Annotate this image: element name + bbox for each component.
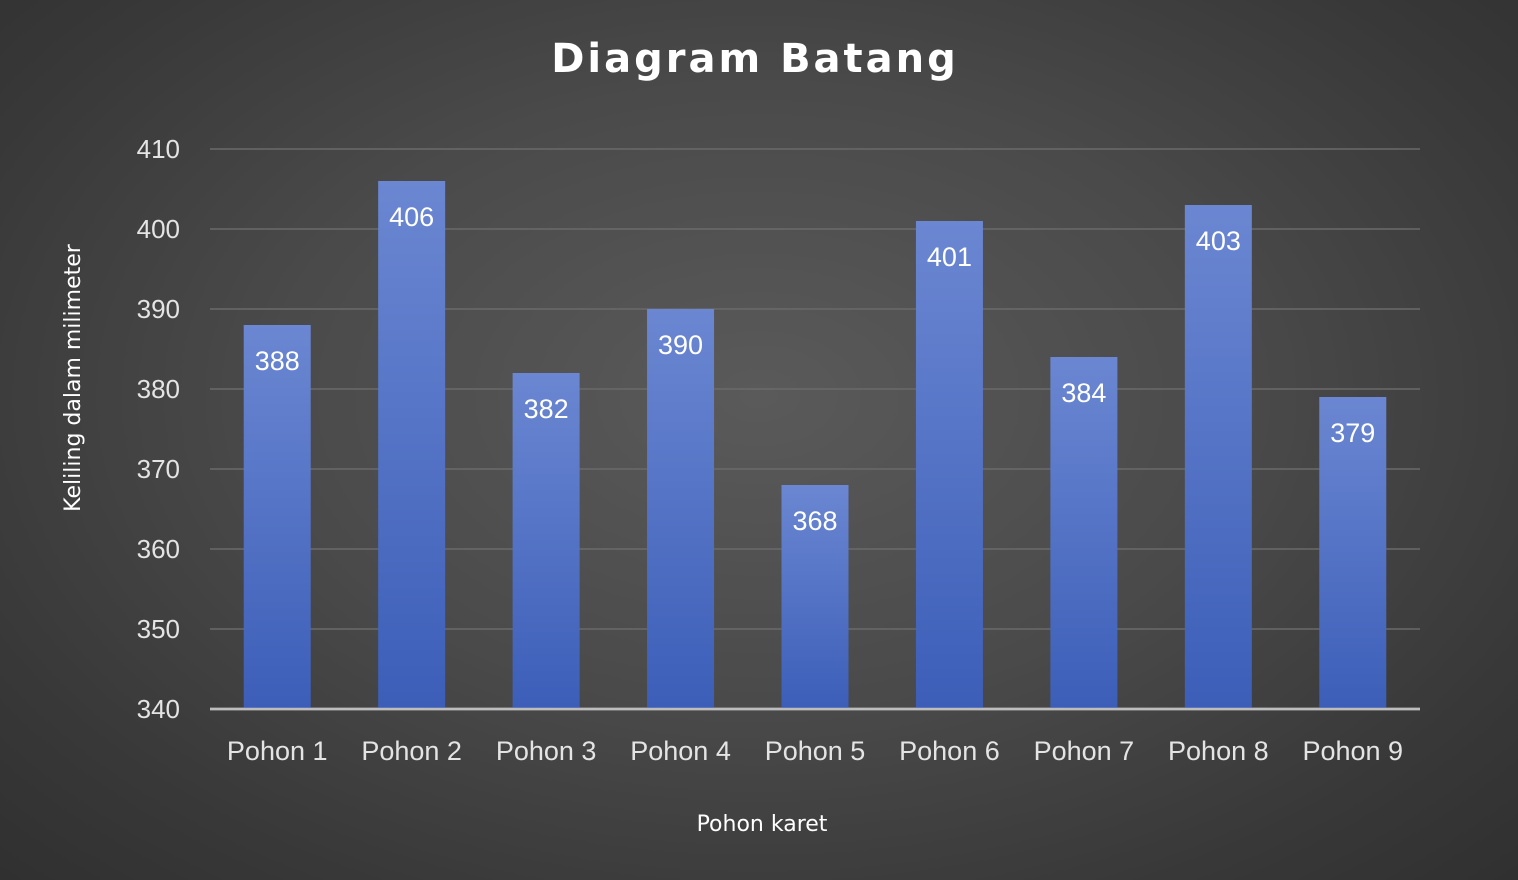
bar-value-label: 382 bbox=[524, 394, 569, 424]
y-tick-label: 380 bbox=[137, 374, 180, 404]
x-tick-label: Pohon 3 bbox=[496, 736, 597, 766]
chart-title: Diagram Batang bbox=[551, 36, 959, 82]
y-tick-label: 350 bbox=[137, 614, 180, 644]
x-tick-label: Pohon 8 bbox=[1168, 736, 1269, 766]
y-tick-label: 410 bbox=[137, 134, 180, 164]
bar bbox=[1319, 397, 1387, 709]
bar-value-label: 384 bbox=[1061, 378, 1106, 408]
x-axis-title: Pohon karet bbox=[697, 812, 828, 837]
data-labels: 388 406 382 390 368 401 384 403 379 bbox=[210, 202, 1420, 711]
x-tick-label: Pohon 1 bbox=[227, 736, 328, 766]
bar bbox=[781, 485, 849, 709]
bar bbox=[1050, 357, 1118, 709]
bar bbox=[512, 373, 580, 709]
bars bbox=[243, 181, 1387, 709]
bar bbox=[1184, 205, 1252, 709]
y-tick-label: 360 bbox=[137, 534, 180, 564]
y-tick-label: 370 bbox=[137, 454, 180, 484]
y-tick-label: 340 bbox=[137, 694, 180, 724]
x-tick-label: Pohon 6 bbox=[899, 736, 1000, 766]
bar-value-label: 406 bbox=[389, 202, 434, 232]
y-axis-ticks: 340 350 360 370 380 390 400 410 bbox=[137, 134, 180, 724]
bar-value-label: 388 bbox=[255, 346, 300, 376]
bar bbox=[243, 325, 311, 709]
y-axis-title: Keliling dalam milimeter bbox=[61, 243, 86, 512]
x-tick-label: Pohon 9 bbox=[1302, 736, 1403, 766]
bar bbox=[378, 181, 446, 709]
bar bbox=[915, 221, 983, 709]
x-tick-label: Pohon 7 bbox=[1034, 736, 1135, 766]
bar bbox=[647, 309, 715, 709]
bar-value-label: 390 bbox=[658, 330, 703, 360]
bar-value-label: 403 bbox=[1196, 226, 1241, 256]
x-tick-label: Pohon 5 bbox=[765, 736, 866, 766]
bar-value-label: 368 bbox=[792, 506, 837, 536]
bar-value-label: 401 bbox=[927, 242, 972, 272]
x-tick-label: Pohon 4 bbox=[630, 736, 731, 766]
x-tick-label: Pohon 2 bbox=[361, 736, 462, 766]
y-tick-label: 390 bbox=[137, 294, 180, 324]
bar-value-label: 379 bbox=[1330, 418, 1375, 448]
x-axis-ticks: Pohon 1 Pohon 2 Pohon 3 Pohon 4 Pohon 5 Pohon… bbox=[227, 736, 1403, 766]
y-tick-label: 400 bbox=[137, 214, 180, 244]
